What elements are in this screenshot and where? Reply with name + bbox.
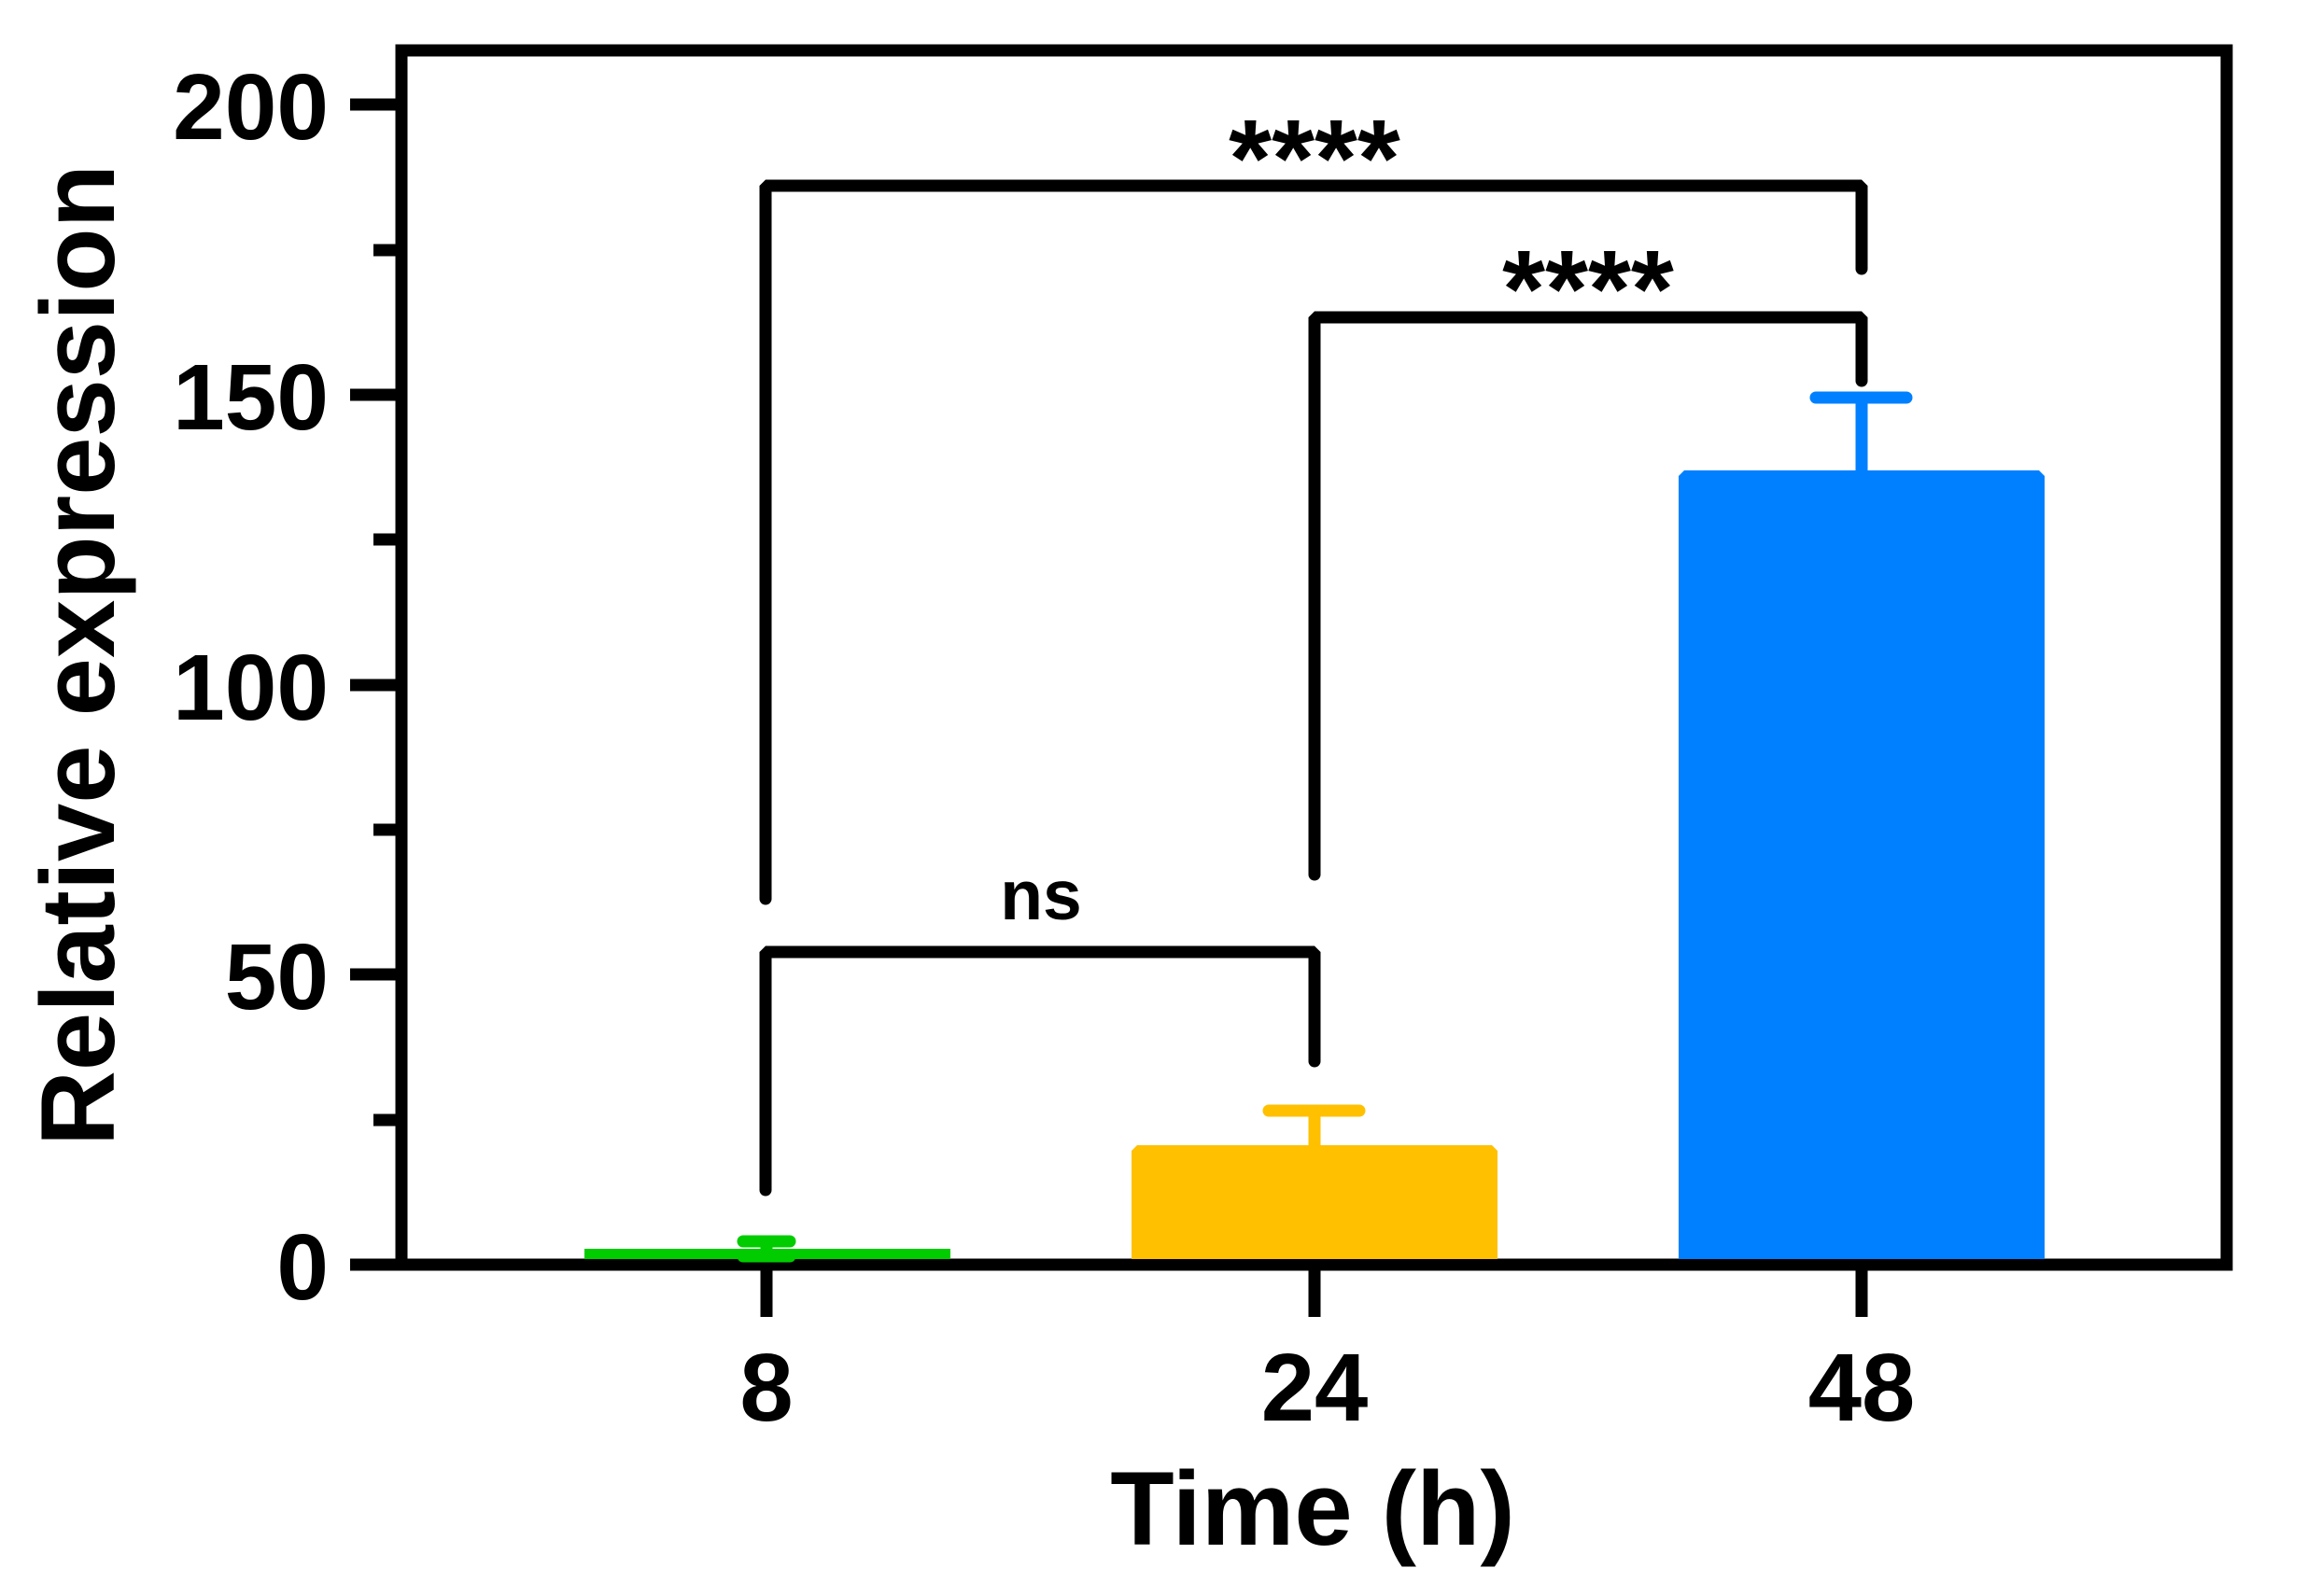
y-axis-label: Relative expression xyxy=(20,164,136,1146)
x-axis: 8 24 48 Time (h) xyxy=(739,1265,1915,1567)
sig-label-8-vs-48: **** xyxy=(1229,97,1400,220)
x-axis-label: Time (h) xyxy=(1110,1450,1515,1567)
y-tick-label: 50 xyxy=(225,925,329,1029)
sig-label-24-vs-48: **** xyxy=(1502,228,1674,351)
y-tick-label: 100 xyxy=(173,636,329,740)
y-tick-label: 200 xyxy=(173,55,329,160)
y-tick-label: 150 xyxy=(173,345,329,450)
x-tick-label: 24 xyxy=(1261,1334,1369,1441)
bars xyxy=(584,391,2045,1263)
bracket-8-vs-48 xyxy=(759,179,1868,905)
y-axis: 0 50 100 150 200 Relative expression xyxy=(20,55,401,1320)
bracket-24-vs-48 xyxy=(1308,311,1868,881)
x-tick-label: 8 xyxy=(739,1334,793,1441)
y-tick-label: 0 xyxy=(276,1215,329,1320)
bar-24h xyxy=(1132,1145,1497,1259)
bar-48h xyxy=(1679,470,2045,1259)
x-tick-label: 48 xyxy=(1808,1334,1916,1441)
significance-brackets: **** **** ns xyxy=(759,97,1868,1197)
sig-label-8-vs-24: ns xyxy=(1000,856,1082,934)
bracket-8-vs-24 xyxy=(759,945,1321,1197)
